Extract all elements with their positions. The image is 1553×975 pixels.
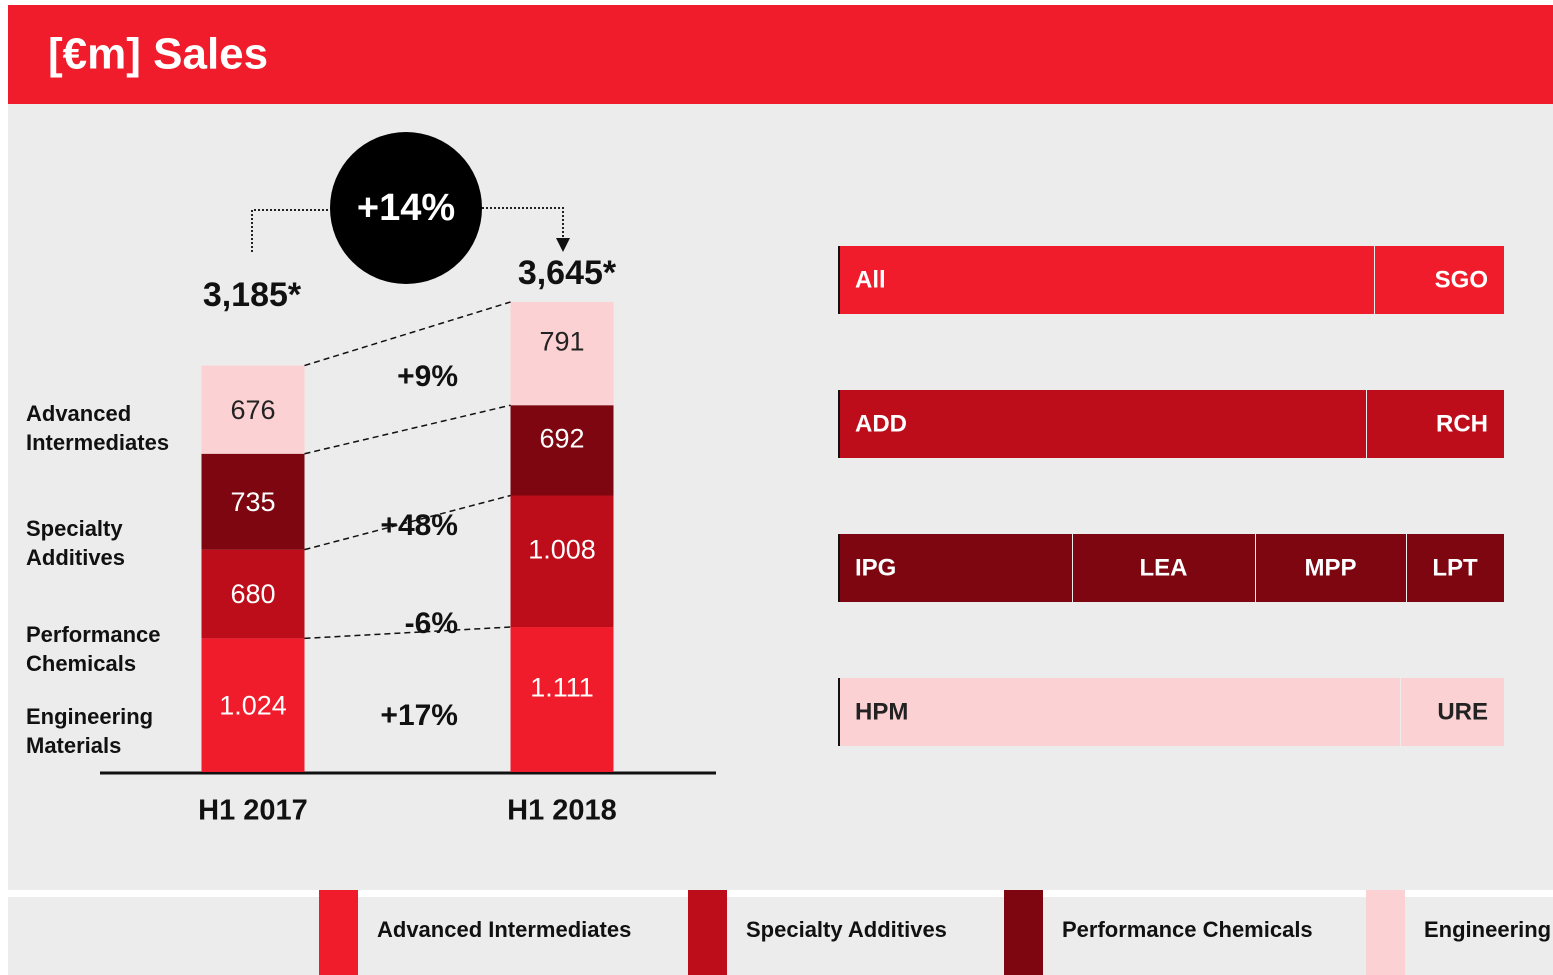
segment bbox=[838, 534, 1072, 602]
segment bbox=[1401, 678, 1504, 746]
bracket bbox=[482, 207, 564, 240]
segment-label: SGO bbox=[1435, 266, 1488, 293]
bar bbox=[510, 405, 614, 496]
change-label: +17% bbox=[380, 699, 458, 732]
data-label: 1.008 bbox=[528, 534, 596, 564]
growth-circle bbox=[330, 132, 482, 284]
change-label: +48% bbox=[380, 509, 458, 542]
x-tick-label: H1 2018 bbox=[507, 795, 617, 827]
change-label: +9% bbox=[397, 360, 458, 393]
data-label: 1.024 bbox=[219, 690, 287, 720]
bracket bbox=[251, 209, 330, 252]
segment bbox=[1407, 534, 1504, 602]
bar bbox=[201, 549, 305, 639]
segment bbox=[1073, 534, 1255, 602]
segment-label: HPM bbox=[855, 698, 908, 725]
bar bbox=[201, 638, 305, 772]
bar bbox=[510, 627, 614, 772]
legend-label: Performance Chemicals bbox=[1062, 917, 1313, 942]
bar bbox=[510, 302, 614, 406]
legend-band bbox=[8, 897, 1553, 975]
total-label: 3,645* bbox=[518, 254, 617, 292]
series-label: Specialty Additives bbox=[26, 516, 126, 570]
data-label: 676 bbox=[230, 395, 275, 425]
segment-label: All bbox=[855, 266, 886, 293]
segment bbox=[1256, 534, 1406, 602]
segment-label: IPG bbox=[855, 554, 896, 581]
x-tick-label: H1 2017 bbox=[198, 795, 308, 827]
segment bbox=[1375, 246, 1504, 314]
segment-label: MPP bbox=[1304, 554, 1356, 581]
segment bbox=[838, 678, 1400, 746]
segment-label: LPT bbox=[1432, 554, 1478, 581]
change-label: -6% bbox=[405, 607, 458, 640]
data-label: 791 bbox=[539, 327, 584, 357]
series-label: Performance Chemicals bbox=[26, 622, 161, 676]
data-label: 735 bbox=[230, 487, 275, 517]
header-band bbox=[8, 5, 1553, 104]
segment-label: RCH bbox=[1436, 410, 1488, 437]
connector bbox=[304, 404, 511, 455]
connector bbox=[304, 301, 511, 367]
legend-label: Specialty Additives bbox=[746, 917, 947, 942]
growth: +14% bbox=[357, 187, 455, 229]
legend-swatch bbox=[1366, 890, 1405, 975]
title: [€m] Sales bbox=[48, 30, 268, 79]
bar bbox=[201, 365, 305, 454]
segment-label: ADD bbox=[855, 410, 907, 437]
legend-label: Advanced Intermediates bbox=[377, 917, 631, 942]
segment-label: LEA bbox=[1140, 554, 1188, 581]
data-label: 692 bbox=[539, 423, 584, 453]
segment bbox=[838, 390, 1366, 458]
segment bbox=[838, 246, 1374, 314]
segment-label: URE bbox=[1437, 698, 1488, 725]
bar bbox=[201, 453, 305, 550]
series-label: Advanced Intermediates bbox=[26, 401, 170, 455]
legend-swatch bbox=[319, 890, 358, 975]
data-label: 680 bbox=[230, 579, 275, 609]
data-label: 1.111 bbox=[530, 673, 594, 703]
bar bbox=[510, 495, 614, 628]
total-label: 3,185* bbox=[203, 276, 302, 314]
arrowhead bbox=[556, 238, 570, 252]
legend-label: Engineering Materials bbox=[1424, 917, 1553, 942]
segment bbox=[1367, 390, 1504, 458]
connector bbox=[304, 494, 511, 551]
legend-swatch bbox=[688, 890, 727, 975]
legend-swatch bbox=[1004, 890, 1043, 975]
connector bbox=[304, 626, 511, 640]
series-label: Engineering Materials bbox=[26, 704, 154, 758]
